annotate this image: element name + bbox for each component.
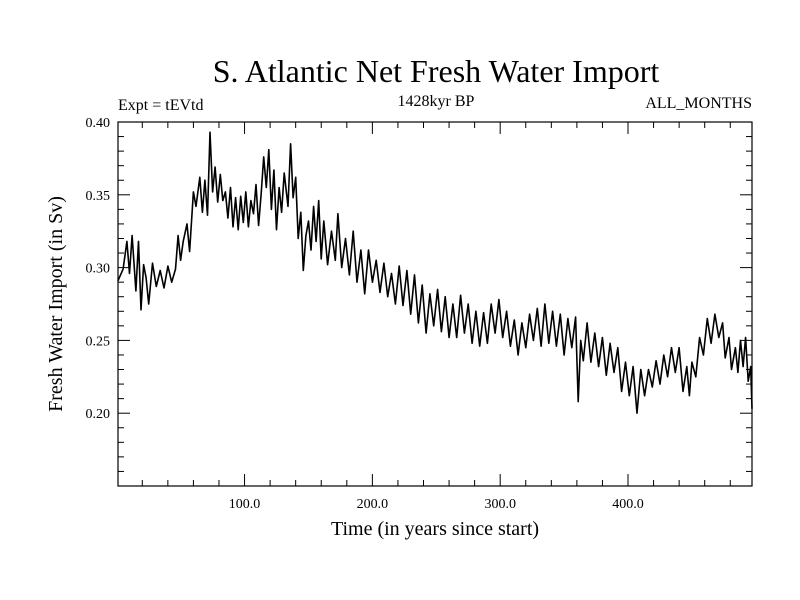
y-tick-label: 0.40 xyxy=(86,116,111,131)
series-line xyxy=(117,131,753,414)
y-tick-label: 0.30 xyxy=(86,262,111,277)
plot-frame xyxy=(117,121,753,487)
x-tick-label: 400.0 xyxy=(612,497,644,512)
y-tick-label: 0.25 xyxy=(86,334,111,349)
x-axis-label: Time (in years since start) xyxy=(331,518,539,540)
y-tick-label: 0.20 xyxy=(86,407,111,422)
x-tick-label: 100.0 xyxy=(229,497,261,512)
chart-title: S. Atlantic Net Fresh Water Import xyxy=(213,53,660,89)
y-tick-label: 0.35 xyxy=(86,189,111,204)
plot-area: 100.0 200.0 300.0 400.0 0.20 0.25 0.30 0.35 0.4… xyxy=(86,116,753,512)
experiment-label: Expt = tEVtd xyxy=(118,97,203,114)
x-tick-label: 300.0 xyxy=(484,497,516,512)
y-axis-label: Fresh Water Import (in Sv) xyxy=(45,196,67,412)
x-tick-label: 200.0 xyxy=(357,497,389,512)
x-axis: 100.0 200.0 300.0 400.0 xyxy=(141,122,731,512)
y-axis: 0.20 0.25 0.30 0.35 0.40 xyxy=(86,116,752,472)
subtitle-label: 1428kyr BP xyxy=(398,93,475,110)
months-label: ALL_MONTHS xyxy=(645,95,752,112)
